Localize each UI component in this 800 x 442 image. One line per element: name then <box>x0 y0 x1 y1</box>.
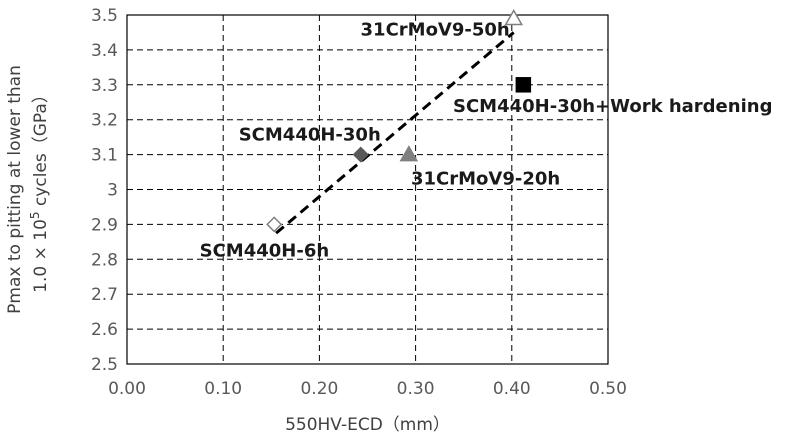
x-axis-ticks: 0.00 0.10 0.20 0.30 0.40 0.50 <box>108 379 627 399</box>
marker-31crmov9-50h <box>504 8 524 26</box>
y-tick-label: 3 <box>107 181 118 201</box>
trendline <box>275 31 515 235</box>
point-label: SCM440H-30h+Work hardening <box>453 96 772 117</box>
point-label: SCM440H-30h <box>239 125 381 146</box>
y-tick-label: 3.3 <box>91 76 118 96</box>
y-axis-ticks: 2.5 2.6 2.7 2.8 2.9 3 3.1 3.2 3.3 3.4 3.5 <box>91 6 118 375</box>
y-tick-label: 2.8 <box>91 250 118 270</box>
y-tick-label: 3.4 <box>91 41 118 61</box>
x-tick-label: 0.50 <box>589 379 627 399</box>
x-tick-label: 0.20 <box>300 379 338 399</box>
y-tick-label: 2.7 <box>91 285 118 305</box>
x-tick-label: 0.30 <box>397 379 435 399</box>
point-label: SCM440H-6h <box>200 240 330 261</box>
y-tick-label: 2.6 <box>91 320 118 340</box>
point-label: 31CrMoV9-20h <box>411 169 560 190</box>
y-axis-title-prefix: 1.0 × 10 <box>31 219 51 293</box>
y-axis-title-line2: 1.0 × 105 cycles（GPa） <box>28 86 51 293</box>
marker-scm440h-30h <box>352 146 369 163</box>
data-points <box>266 8 532 233</box>
y-tick-label: 3.1 <box>91 146 118 166</box>
marker-scm440h-30h-work-hardening <box>515 77 532 93</box>
y-tick-label: 2.9 <box>91 215 118 235</box>
point-label: 31CrMoV9-50h <box>361 19 510 40</box>
grid-lines <box>127 15 608 364</box>
y-axis-title: Pmax to pitting at lower than 1.0 × 105 … <box>5 65 51 314</box>
marker-scm440h-6h <box>266 216 283 233</box>
y-axis-title-exponent: 5 <box>28 211 42 219</box>
y-tick-label: 2.5 <box>91 355 118 375</box>
x-tick-label: 0.40 <box>493 379 531 399</box>
y-tick-label: 3.5 <box>91 6 118 26</box>
x-axis-title: 550HV-ECD（mm） <box>285 415 450 435</box>
plot-frame <box>126 14 609 365</box>
marker-31crmov9-20h <box>399 145 419 162</box>
point-labels: SCM440H-6h SCM440H-30h 31CrMoV9-20h 31CrMoV… <box>200 19 773 261</box>
y-tick-label: 3.2 <box>91 111 118 131</box>
y-axis-title-suffix: cycles（GPa） <box>31 86 51 211</box>
y-axis-title-line1: Pmax to pitting at lower than <box>5 65 25 314</box>
x-tick-label: 0.10 <box>204 379 242 399</box>
x-tick-label: 0.00 <box>108 379 146 399</box>
